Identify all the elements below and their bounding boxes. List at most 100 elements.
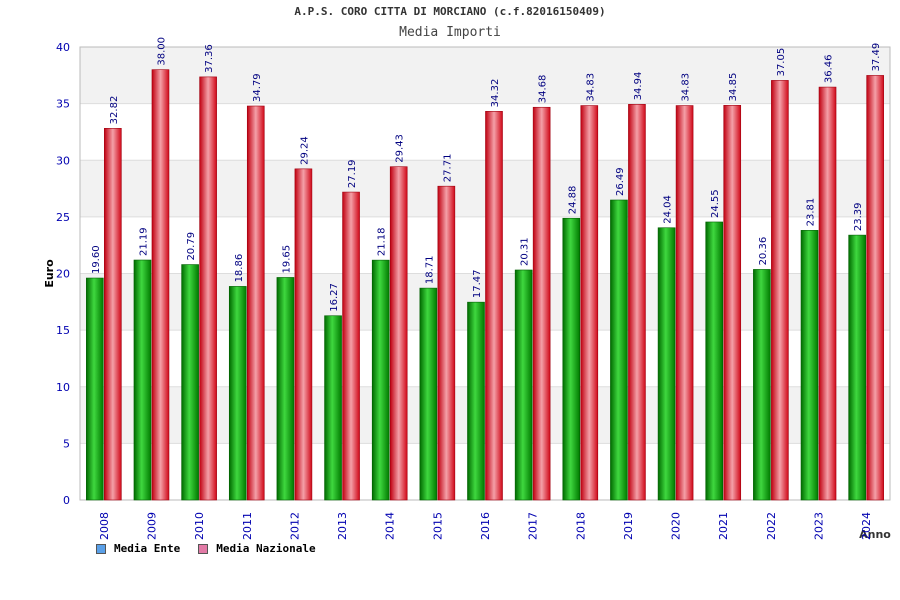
bar-media-ente: [657, 227, 676, 501]
bar-media-ente: [181, 264, 199, 501]
bar-media-nazionale: [151, 69, 170, 501]
x-tick-label: 2013: [336, 512, 349, 540]
data-label: 27.19: [347, 159, 358, 188]
y-tick-label: 20: [56, 268, 70, 281]
bar-media-ente: [371, 259, 390, 501]
data-label: 29.43: [395, 134, 406, 163]
bar-media-nazionale: [104, 128, 122, 501]
bar-media-ente: [753, 269, 771, 501]
data-label: 21.19: [138, 227, 149, 256]
data-label: 24.55: [710, 189, 721, 218]
data-label: 34.83: [585, 73, 596, 102]
data-label: 20.31: [520, 237, 531, 266]
bar-media-nazionale: [389, 166, 408, 501]
x-tick-label: 2012: [288, 512, 301, 540]
data-label: 24.88: [567, 186, 578, 215]
x-tick-label: 2017: [527, 512, 540, 540]
bar-media-ente: [467, 301, 485, 501]
data-label: 23.39: [853, 202, 864, 231]
y-tick-label: 10: [56, 381, 70, 394]
data-label: 18.71: [424, 255, 435, 284]
bar-media-ente: [705, 221, 724, 501]
bar-media-ente: [848, 234, 866, 501]
y-tick-label: 15: [56, 324, 70, 337]
x-tick-label: 2016: [479, 512, 492, 540]
x-tick-label: 2014: [384, 512, 397, 540]
data-label: 21.18: [377, 227, 388, 256]
x-tick-label: 2024: [860, 512, 873, 540]
data-label: 34.85: [728, 73, 739, 102]
data-label: 16.27: [329, 283, 340, 312]
data-label: 37.05: [776, 48, 787, 77]
x-tick-label: 2010: [193, 512, 206, 540]
y-axis-label: Euro: [43, 259, 56, 288]
bar-media-nazionale: [771, 80, 789, 501]
y-tick-label: 5: [63, 437, 70, 450]
x-tick-label: 2020: [670, 512, 683, 540]
bar-media-nazionale: [342, 191, 360, 501]
bar-media-nazionale: [675, 105, 694, 501]
bar-media-nazionale: [246, 105, 265, 501]
data-label: 34.32: [490, 79, 501, 108]
data-label: 37.36: [204, 44, 215, 73]
legend-item-nazionale: Media Nazionale: [198, 542, 316, 555]
data-label: 36.46: [824, 54, 835, 83]
bar-media-ente: [419, 287, 438, 501]
data-label: 34.79: [252, 73, 263, 102]
data-label: 34.94: [633, 72, 644, 101]
plot-frame: [79, 46, 891, 501]
data-label: 38.00: [156, 37, 167, 66]
chart-title: A.P.S. CORO CITTA DI MORCIANO (c.f.82016…: [294, 5, 606, 18]
y-tick-label: 25: [56, 211, 70, 224]
data-label: 37.49: [871, 43, 882, 72]
legend-swatch-ente: [96, 543, 106, 554]
bar-media-nazionale: [580, 105, 599, 501]
data-label: 34.68: [538, 75, 549, 104]
data-label: 27.71: [442, 154, 453, 183]
bar-media-nazionale: [866, 75, 884, 501]
x-tick-label: 2018: [574, 512, 587, 540]
legend-item-ente: Media Ente: [96, 542, 180, 555]
x-tick-label: 2011: [241, 512, 254, 540]
data-label: 17.47: [472, 270, 483, 299]
bar-media-nazionale: [532, 106, 551, 501]
data-label: 19.65: [281, 245, 292, 274]
chart-subtitle: Media Importi: [399, 25, 501, 40]
data-label: 32.82: [109, 96, 120, 125]
data-label: 26.49: [615, 167, 626, 196]
bar-media-nazionale: [485, 111, 503, 501]
x-tick-label: 2009: [145, 512, 158, 540]
bar-media-ente: [610, 199, 628, 501]
y-tick-label: 0: [63, 494, 70, 507]
bar-media-nazionale: [437, 185, 456, 501]
bar-media-nazionale: [723, 105, 742, 501]
bar-media-ente: [514, 269, 533, 501]
data-label: 23.81: [806, 198, 817, 227]
y-tick-label: 35: [56, 98, 70, 111]
data-label: 18.86: [234, 254, 245, 283]
bar-media-ente: [562, 217, 581, 501]
chart-legend: Media Ente Media Nazionale: [96, 542, 316, 555]
y-tick-label: 30: [56, 154, 70, 167]
x-tick-label: 2008: [98, 512, 111, 540]
x-tick-label: 2023: [813, 512, 826, 540]
data-label: 24.04: [663, 195, 674, 224]
x-tick-label: 2015: [431, 512, 444, 540]
data-label: 19.60: [91, 245, 102, 274]
bar-media-nazionale: [199, 76, 217, 501]
bar-media-ente: [324, 315, 342, 501]
bar-media-nazionale: [294, 168, 313, 501]
legend-swatch-nazionale: [198, 543, 209, 554]
bar-media-ente: [86, 277, 104, 501]
bar-media-nazionale: [818, 86, 837, 501]
data-label: 34.83: [681, 73, 692, 102]
bar-media-nazionale: [628, 104, 646, 501]
bar-media-ente: [133, 259, 152, 501]
bar-media-ente: [276, 277, 295, 501]
legend-label-ente: Media Ente: [114, 542, 181, 555]
x-tick-label: 2022: [765, 512, 778, 540]
data-label: 29.24: [299, 136, 310, 165]
x-axis-label: Anno: [859, 528, 891, 541]
x-tick-label: 2021: [717, 512, 730, 540]
